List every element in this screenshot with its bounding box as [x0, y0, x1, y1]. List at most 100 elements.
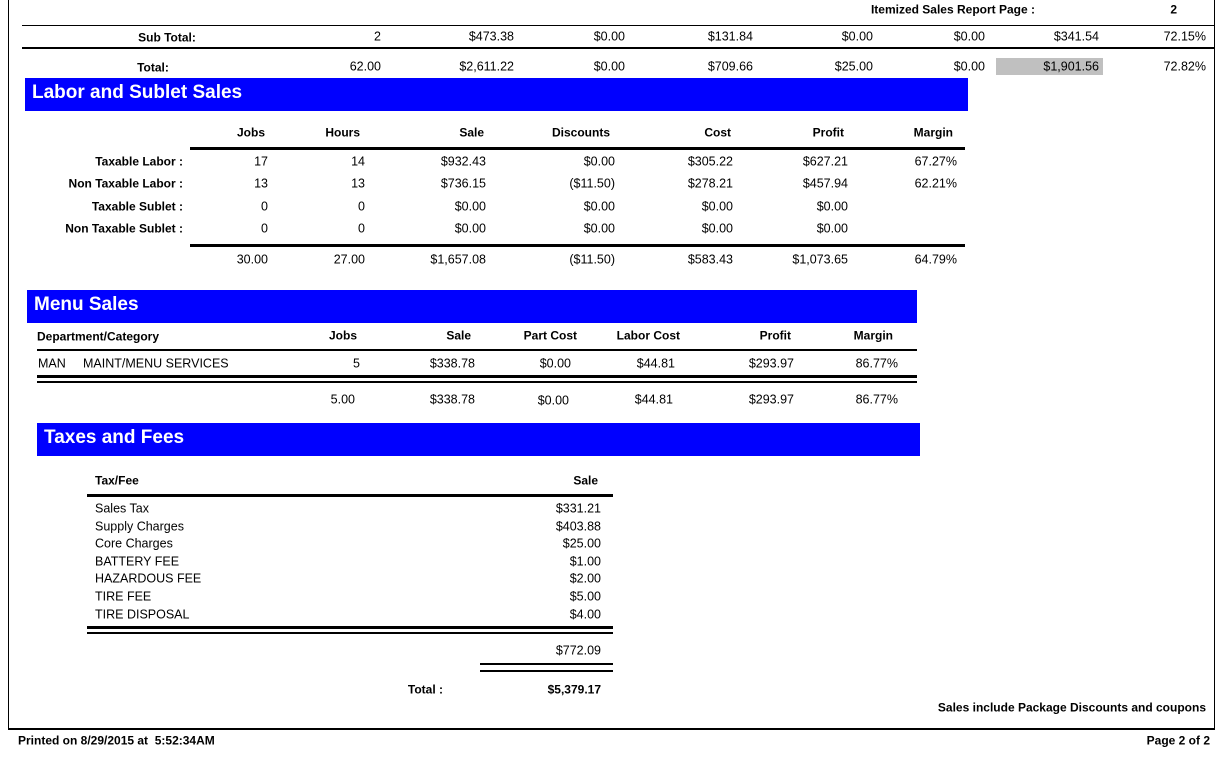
rule: [37, 381, 917, 383]
page-number: 2: [1170, 2, 1177, 17]
cell: $2.00: [569, 571, 601, 586]
cell: $0.00: [539, 356, 571, 371]
cell: MAN: [38, 356, 66, 371]
cell: $44.81: [636, 356, 675, 371]
border: [1214, 0, 1215, 729]
column-header: Part Cost: [523, 328, 577, 343]
total-cell: 30.00: [236, 252, 268, 267]
rule: [190, 147, 965, 150]
cell: 13: [351, 176, 365, 191]
total-cell: ($11.50): [569, 252, 615, 267]
cell: HAZARDOUS FEE: [95, 571, 202, 586]
cell: $0.00: [953, 59, 985, 74]
column-header: Profit: [759, 328, 791, 343]
rule: [22, 25, 1214, 26]
row-label: Taxable Sublet :: [91, 199, 183, 214]
cell: $4.00: [569, 607, 601, 622]
cell: $331.21: [555, 501, 601, 516]
total-cell: 64.79%: [914, 252, 957, 267]
total-cell: 5.00: [330, 392, 355, 407]
rule: [190, 244, 965, 247]
cell: Supply Charges: [95, 519, 184, 534]
cell: 62.00: [349, 59, 381, 74]
cell: $932.43: [440, 154, 486, 169]
cell: 14: [351, 154, 365, 169]
rule: [22, 47, 1214, 49]
cell: MAINT/MENU SERVICES: [83, 356, 229, 371]
cell: $0.00: [593, 29, 625, 44]
cell: $0.00: [701, 221, 733, 236]
total-cell: $0.00: [537, 393, 569, 408]
column-header: Sale: [573, 473, 598, 488]
cell: $293.97: [748, 356, 794, 371]
cell: $0.00: [593, 59, 625, 74]
page-title: Itemized Sales Report Page :: [870, 2, 1035, 17]
total-cell: $293.97: [748, 392, 794, 407]
rule: [480, 663, 613, 665]
cell: TIRE FEE: [95, 589, 152, 604]
total-cell: 86.77%: [855, 392, 898, 407]
subtotal: $772.09: [555, 643, 601, 658]
cell: $709.66: [707, 59, 753, 74]
cell: $0.00: [583, 199, 615, 214]
cell: $0.00: [454, 199, 486, 214]
rule: [37, 375, 917, 378]
cell: $627.21: [802, 154, 848, 169]
column-header: Margin: [853, 328, 893, 343]
cell: Core Charges: [95, 536, 173, 551]
cell: $1,901.56: [1043, 59, 1099, 74]
column-header: Profit: [812, 125, 844, 140]
cell: 13: [254, 176, 268, 191]
cell: $341.54: [1053, 29, 1099, 44]
total-cell: $583.43: [687, 252, 733, 267]
cell: $131.84: [707, 29, 753, 44]
column-header: Margin: [913, 125, 953, 140]
total-cell: $1,073.65: [792, 252, 848, 267]
column-header: Labor Cost: [616, 328, 680, 343]
section-title: Labor and Sublet Sales: [32, 82, 243, 103]
cell: 17: [254, 154, 268, 169]
rule: [37, 349, 917, 351]
cell: 0: [261, 199, 268, 214]
cell: $278.21: [687, 176, 733, 191]
column-header: Cost: [704, 125, 731, 140]
cell: $25.00: [562, 536, 601, 551]
cell: $1.00: [569, 554, 601, 569]
total-cell: 27.00: [333, 252, 365, 267]
rule: [8, 728, 1215, 730]
cell: $473.38: [468, 29, 514, 44]
note: Sales include Package Discounts and coup…: [937, 700, 1206, 715]
printed-date: Printed on 8/29/2015 at 5:52:34AM: [18, 733, 215, 748]
cell: $0.00: [583, 221, 615, 236]
column-header: Tax/Fee: [95, 473, 139, 488]
section-title: Menu Sales: [34, 294, 139, 315]
cell: BATTERY FEE: [95, 554, 180, 569]
cell: $5.00: [569, 589, 601, 604]
rule: [87, 494, 613, 497]
cell: 2: [374, 29, 381, 44]
cell: 0: [261, 221, 268, 236]
cell: 72.15%: [1163, 29, 1206, 44]
column-header: Sale: [459, 125, 484, 140]
rule: [87, 626, 613, 629]
total-cell: $1,657.08: [430, 252, 486, 267]
section-bar: [27, 290, 917, 323]
cell: 62.21%: [914, 176, 957, 191]
cell: 86.77%: [855, 356, 898, 371]
rule: [480, 670, 613, 672]
column-header: Sale: [446, 328, 471, 343]
page-count: Page 2 of 2: [1146, 733, 1210, 748]
total-cell: $44.81: [634, 392, 673, 407]
border: [8, 0, 9, 729]
cell: $338.78: [429, 356, 475, 371]
cell: TIRE DISPOSAL: [95, 607, 190, 622]
cell: $305.22: [687, 154, 733, 169]
row-label: Sub Total:: [138, 30, 196, 45]
cell: $25.00: [834, 59, 873, 74]
column-header: Jobs: [236, 125, 265, 140]
cell: $2,611.22: [459, 59, 514, 74]
cell: $0.00: [816, 221, 848, 236]
total-label: Total :: [407, 682, 443, 697]
cell: $0.00: [953, 29, 985, 44]
